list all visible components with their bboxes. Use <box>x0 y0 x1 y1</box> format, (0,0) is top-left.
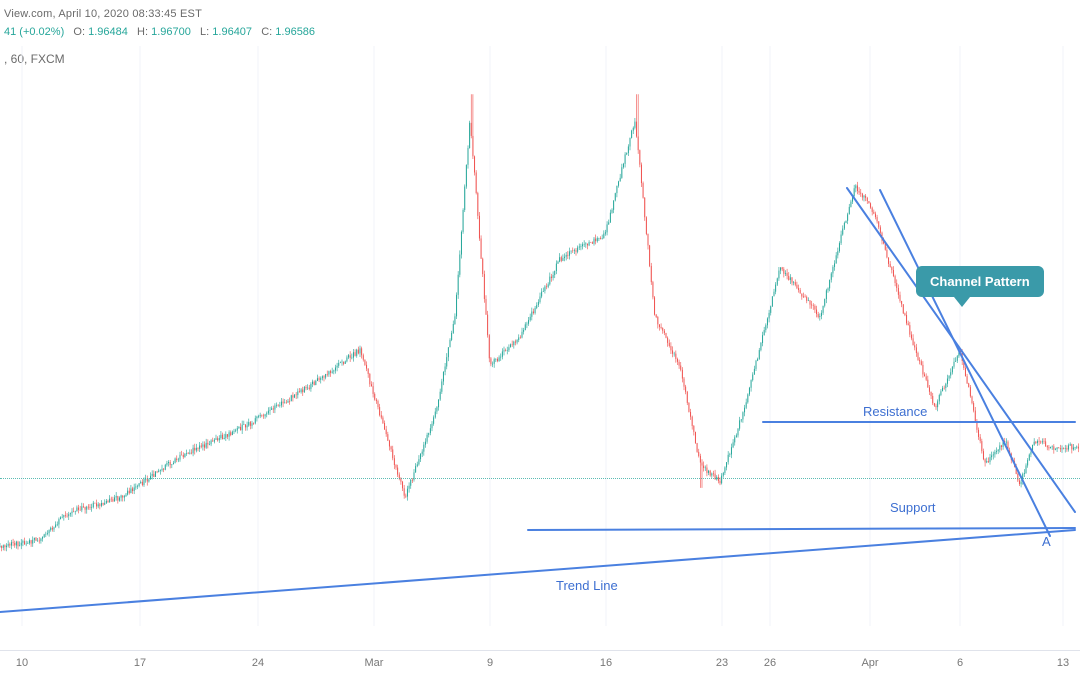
high-value: 1.96700 <box>151 26 191 38</box>
close-value: 1.96586 <box>275 26 315 38</box>
x-tick: 17 <box>134 657 146 669</box>
x-axis: 10 17 24 Mar 9 16 23 26 Apr 6 13 <box>0 650 1080 675</box>
high-label: H: <box>137 26 148 38</box>
x-tick: 6 <box>957 657 963 669</box>
channel-pattern-label: Channel Pattern <box>930 274 1030 289</box>
last-price-line <box>0 478 1080 479</box>
watermark-text: View.com, April 10, 2020 08:33:45 EST <box>4 8 202 20</box>
low-label: L: <box>200 26 209 38</box>
point-a-label[interactable]: A <box>1042 534 1051 549</box>
x-tick: Apr <box>861 657 878 669</box>
x-tick: 26 <box>764 657 776 669</box>
plot-area[interactable]: Channel Pattern Resistance Support Trend… <box>0 46 1080 626</box>
open-value: 1.96484 <box>88 26 128 38</box>
support-label[interactable]: Support <box>890 500 936 515</box>
low-value: 1.96407 <box>212 26 252 38</box>
x-tick: 9 <box>487 657 493 669</box>
close-label: C: <box>261 26 272 38</box>
chart-svg[interactable] <box>0 46 1080 626</box>
chart-root: View.com, April 10, 2020 08:33:45 EST 41… <box>0 0 1080 675</box>
x-tick: 16 <box>600 657 612 669</box>
trend-line-label[interactable]: Trend Line <box>556 578 618 593</box>
ohlc-line: 41 (+0.02%) O: 1.96484 H: 1.96700 L: 1.9… <box>4 26 315 38</box>
channel-pattern-balloon[interactable]: Channel Pattern <box>916 266 1044 297</box>
x-tick: 24 <box>252 657 264 669</box>
x-tick: 10 <box>16 657 28 669</box>
x-tick: Mar <box>365 657 384 669</box>
open-label: O: <box>73 26 85 38</box>
resistance-label[interactable]: Resistance <box>863 404 927 419</box>
x-tick: 23 <box>716 657 728 669</box>
price-change: 41 (+0.02%) <box>4 26 64 38</box>
x-tick: 13 <box>1057 657 1069 669</box>
